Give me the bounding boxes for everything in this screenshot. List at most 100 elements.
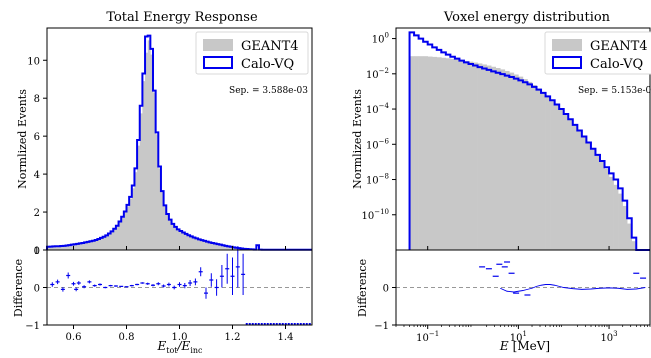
- x-tick-label: 101: [510, 330, 527, 344]
- geant4-bar: [166, 214, 170, 250]
- x-tick-label: 0.8: [119, 332, 135, 343]
- panel-voxel-energy: Voxel energy distribution 100 10−2 10−4 10−…: [351, 10, 651, 353]
- geant4-bar: [586, 143, 592, 250]
- difference-plot: [47, 246, 312, 325]
- x-tick-label: 1.0: [172, 332, 188, 343]
- geant4-bar: [68, 245, 72, 250]
- geant4-bar: [509, 72, 515, 250]
- geant4-bar: [473, 62, 478, 251]
- geant4-bar: [147, 40, 151, 251]
- geant4-bar: [441, 57, 447, 251]
- y-tick-label: 10−4: [366, 102, 390, 116]
- geant4-bar: [206, 242, 209, 250]
- geant4-bar: [47, 247, 50, 250]
- calo-vq-step-line: [46, 34, 312, 251]
- geant4-bar: [531, 85, 537, 250]
- x-tick-label: 0.6: [66, 332, 82, 343]
- geant4-bar: [160, 192, 164, 250]
- geant4-bar: [89, 241, 93, 250]
- y-tick-label: 10−6: [366, 137, 390, 151]
- x-tick-label: 103: [600, 330, 617, 344]
- geant4-bar: [195, 238, 199, 250]
- geant4-bar: [78, 243, 82, 250]
- geant4-bar: [235, 248, 239, 250]
- geant4-bar: [227, 246, 231, 250]
- geant4-bar: [182, 233, 186, 250]
- geant4-bar: [137, 145, 141, 250]
- geant4-bar: [102, 237, 106, 250]
- geant4-bar: [171, 224, 175, 250]
- difference-tick-label: −1: [25, 321, 40, 332]
- x-axis-label: E [MeV]: [499, 339, 550, 353]
- geant4-bar: [477, 63, 483, 250]
- y-ticks: 100 10−2 10−4 10−6 10−8 10−10: [361, 32, 396, 222]
- difference-curve: [500, 284, 646, 293]
- geant4-bar: [590, 149, 596, 250]
- y-tick-label: 10−2: [366, 67, 389, 81]
- geant4-bar: [126, 206, 130, 250]
- geant4-bar: [107, 234, 111, 250]
- geant4-bar: [219, 245, 223, 250]
- geant4-bar: [482, 64, 487, 250]
- geant4-bar: [445, 58, 451, 250]
- difference-ticks: 10−1: [25, 246, 47, 332]
- chart-title: Voxel energy distribution: [443, 10, 611, 25]
- geant4-bar: [454, 59, 460, 251]
- geant4-bar: [76, 244, 80, 250]
- geant4-bar: [57, 246, 61, 250]
- geant4-bar: [129, 198, 133, 250]
- difference-plot: [396, 261, 650, 296]
- geant4-bar: [92, 241, 95, 250]
- geant4-bar: [409, 56, 415, 250]
- geant4-bar: [49, 246, 53, 250]
- geant4-bar: [121, 217, 125, 250]
- geant4-bar: [450, 58, 456, 251]
- geant4-bar: [599, 161, 605, 250]
- geant4-bar: [153, 92, 156, 250]
- geant4-bar: [224, 246, 228, 250]
- geant4-bar: [113, 229, 117, 250]
- geant4-bar: [536, 88, 542, 250]
- difference-tick-label: 0: [34, 284, 40, 295]
- geant4-bar: [86, 242, 90, 250]
- geant4-bar: [179, 231, 183, 250]
- geant4-bar: [221, 245, 225, 250]
- geant4-bar: [158, 168, 162, 250]
- geant4-bar: [198, 239, 201, 250]
- difference-ticks: 0 −1: [374, 284, 396, 332]
- geant4-bar: [518, 76, 524, 250]
- geant4-bar: [627, 223, 633, 250]
- geant4-bar: [527, 81, 533, 251]
- geant4-bar: [70, 245, 74, 250]
- geant4-bar: [237, 248, 241, 250]
- geant4-bar: [609, 176, 614, 250]
- geant4-bar: [504, 70, 510, 250]
- y-tick-label: 8: [34, 94, 40, 105]
- geant4-bar: [229, 247, 233, 250]
- geant4-bar: [105, 235, 109, 250]
- geant4-bar: [203, 241, 207, 250]
- geant4-bar: [513, 74, 519, 250]
- geant4-bar: [522, 79, 528, 250]
- geant4-bar: [463, 60, 469, 251]
- difference-axis-label: Difference: [356, 259, 369, 317]
- geant4-bar: [118, 222, 122, 250]
- geant4-bar: [174, 227, 178, 250]
- geant4-bar: [176, 230, 180, 250]
- geant4-bar: [427, 56, 433, 250]
- y-axis-label: Normlized Events: [16, 89, 29, 189]
- geant4-bar: [208, 242, 212, 250]
- geant4-bar: [418, 56, 424, 250]
- geant4-bar: [168, 220, 172, 250]
- x-ticks: 0.6 0.8 1.0 1.2 1.4: [66, 246, 293, 343]
- geant4-bar: [491, 66, 497, 250]
- geant4-bar: [559, 109, 565, 251]
- geant4-bar: [604, 168, 610, 250]
- chart-title: Total Energy Response: [106, 10, 258, 25]
- x-tick-label: 1.2: [225, 332, 241, 343]
- geant4-bar: [115, 226, 119, 250]
- geant4-bar: [568, 119, 574, 250]
- geant4-bar: [123, 212, 127, 250]
